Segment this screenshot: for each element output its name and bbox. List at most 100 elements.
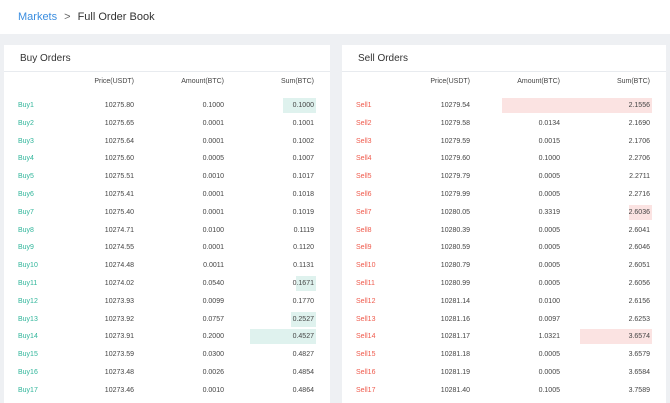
sell-order-sum: 2.1706 (628, 137, 650, 145)
sell-order-row[interactable]: Sell3 10279.59 0.0015 2.1706 (342, 133, 666, 151)
sell-order-price: 10279.60 (440, 155, 470, 163)
buy-order-row[interactable]: Buy8 10274.71 0.0100 0.1119 (4, 222, 330, 240)
sell-order-row[interactable]: Sell4 10279.60 0.1000 2.2706 (342, 150, 666, 168)
sell-order-price: 10280.39 (440, 226, 470, 234)
breadcrumb-separator: > (64, 11, 71, 23)
buy-order-sum: 0.1001 (292, 119, 314, 127)
sell-order-row[interactable]: Sell16 10281.19 0.0005 3.6584 (342, 364, 666, 382)
buy-order-sum: 0.1131 (293, 262, 314, 270)
sell-order-row[interactable]: Sell14 10281.17 1.0321 3.6574 (342, 328, 666, 346)
buy-order-row[interactable]: Buy5 10275.51 0.0010 0.1017 (4, 168, 330, 186)
buy-order-label: Buy2 (18, 119, 34, 127)
buy-order-row[interactable]: Buy1 10275.80 0.1000 0.1000 (4, 97, 330, 115)
sell-orders-title: Sell Orders (358, 53, 409, 64)
sell-order-label: Sell10 (356, 262, 376, 270)
buy-order-row[interactable]: Buy6 10275.41 0.0001 0.1018 (4, 186, 330, 204)
sell-order-row[interactable]: Sell11 10280.99 0.0005 2.6056 (342, 275, 666, 293)
sell-price-header: Price(USDT) (430, 78, 470, 85)
header-bar: Markets > Full Order Book (0, 0, 670, 34)
sell-order-sum: 2.6036 (628, 208, 650, 216)
buy-order-sum: 0.1018 (292, 190, 314, 198)
sell-order-row[interactable]: Sell10 10280.79 0.0005 2.6051 (342, 257, 666, 275)
sell-order-row[interactable]: Sell5 10279.79 0.0005 2.2711 (342, 168, 666, 186)
buy-order-row[interactable]: Buy3 10275.64 0.0001 0.1002 (4, 133, 330, 151)
buy-depth-bar (291, 311, 316, 327)
sell-order-label: Sell1 (356, 102, 372, 109)
sell-order-row[interactable]: Sell15 10281.18 0.0005 3.6579 (342, 346, 666, 364)
buy-depth-bar (283, 98, 316, 113)
sell-depth-bar (502, 98, 652, 113)
sell-order-price: 10281.14 (440, 297, 470, 305)
buy-column-headers: Price(USDT) Amount(BTC) Sum(BTC) (4, 76, 330, 88)
sell-order-sum: 3.6579 (628, 351, 650, 359)
sell-order-amount: 0.0005 (538, 173, 560, 181)
sell-order-amount: 0.0005 (538, 226, 560, 234)
buy-order-sum: 0.1671 (292, 279, 314, 287)
sell-order-label: Sell7 (356, 208, 372, 216)
buy-order-label: Buy14 (18, 333, 38, 341)
buy-order-row[interactable]: Buy12 10273.93 0.0099 0.1770 (4, 293, 330, 311)
sell-order-sum: 2.2716 (628, 190, 650, 198)
buy-order-label: Buy9 (18, 244, 34, 252)
sell-order-sum: 2.6253 (628, 315, 650, 323)
buy-order-amount: 0.0099 (202, 297, 224, 305)
sell-order-row[interactable]: Sell12 10281.14 0.0100 2.6156 (342, 293, 666, 311)
buy-order-row[interactable]: Buy4 10275.60 0.0005 0.1007 (4, 150, 330, 168)
sell-order-row[interactable]: Sell2 10279.58 0.0134 2.1690 (342, 115, 666, 133)
buy-order-sum: 0.1007 (292, 155, 314, 163)
sell-order-amount: 0.0005 (538, 279, 560, 287)
sell-order-sum: 2.6051 (628, 262, 650, 270)
sell-order-label: Sell17 (356, 386, 376, 394)
buy-order-label: Buy16 (18, 368, 38, 376)
buy-order-row[interactable]: Buy9 10274.55 0.0001 0.1120 (4, 239, 330, 257)
buy-order-amount: 0.0757 (202, 315, 224, 323)
buy-order-row[interactable]: Buy16 10273.48 0.0026 0.4854 (4, 364, 330, 382)
buy-order-amount: 0.0100 (202, 226, 224, 234)
sell-order-row[interactable]: Sell8 10280.39 0.0005 2.6041 (342, 222, 666, 240)
buy-order-row[interactable]: Buy13 10273.92 0.0757 0.2527 (4, 311, 330, 329)
sell-order-price: 10279.58 (440, 119, 470, 127)
buy-order-sum: 0.1002 (292, 137, 314, 145)
sell-order-label: Sell5 (356, 173, 372, 181)
sell-order-amount: 0.0134 (538, 119, 560, 127)
sell-order-sum: 3.6584 (628, 368, 650, 376)
buy-order-row[interactable]: Buy2 10275.65 0.0001 0.1001 (4, 115, 330, 133)
buy-order-price: 10273.91 (104, 333, 134, 341)
buy-price-header: Price(USDT) (94, 78, 134, 85)
sell-order-label: Sell2 (356, 119, 372, 127)
sell-order-row[interactable]: Sell7 10280.05 0.3319 2.6036 (342, 204, 666, 222)
buy-order-row[interactable]: Buy15 10273.59 0.0300 0.4827 (4, 346, 330, 364)
buy-order-price: 10274.02 (104, 279, 134, 287)
buy-depth-bar (296, 275, 316, 291)
buy-order-label: Buy4 (18, 155, 34, 163)
buy-order-label: Buy17 (18, 386, 38, 394)
buy-order-amount: 0.0010 (202, 386, 224, 394)
sell-order-label: Sell14 (356, 333, 376, 341)
buy-order-sum: 0.1019 (292, 208, 314, 216)
breadcrumb-markets-link[interactable]: Markets (18, 11, 58, 23)
buy-order-row[interactable]: Buy7 10275.40 0.0001 0.1019 (4, 204, 330, 222)
buy-order-row[interactable]: Buy10 10274.48 0.0011 0.1131 (4, 257, 330, 275)
sell-order-price: 10279.59 (440, 137, 470, 145)
buy-order-amount: 0.0001 (202, 244, 224, 252)
sell-order-sum: 2.2711 (629, 173, 650, 181)
sell-order-row[interactable]: Sell13 10281.16 0.0097 2.6253 (342, 311, 666, 329)
buy-order-amount: 0.0005 (202, 155, 224, 163)
sell-order-price: 10279.99 (440, 190, 470, 198)
sell-order-amount: 0.0005 (538, 351, 560, 359)
sell-order-label: Sell16 (356, 368, 376, 376)
sell-order-amount: 0.0005 (538, 190, 560, 198)
sell-order-row[interactable]: Sell9 10280.59 0.0005 2.6046 (342, 239, 666, 257)
buy-order-amount: 0.0540 (202, 279, 224, 287)
buy-order-row[interactable]: Buy11 10274.02 0.0540 0.1671 (4, 275, 330, 293)
buy-order-label: Buy12 (18, 297, 38, 305)
buy-order-row[interactable]: Buy14 10273.91 0.2000 0.4527 (4, 328, 330, 346)
sell-order-amount: 0.0097 (538, 315, 560, 323)
sell-order-row[interactable]: Sell6 10279.99 0.0005 2.2716 (342, 186, 666, 204)
sell-order-row[interactable]: Sell17 10281.40 0.1005 3.7589 (342, 382, 666, 400)
sell-order-amount: 0.0005 (538, 262, 560, 270)
buy-order-row[interactable]: Buy17 10273.46 0.0010 0.4864 (4, 382, 330, 400)
buy-order-price: 10273.48 (104, 368, 134, 376)
sell-order-price: 10280.59 (440, 244, 470, 252)
